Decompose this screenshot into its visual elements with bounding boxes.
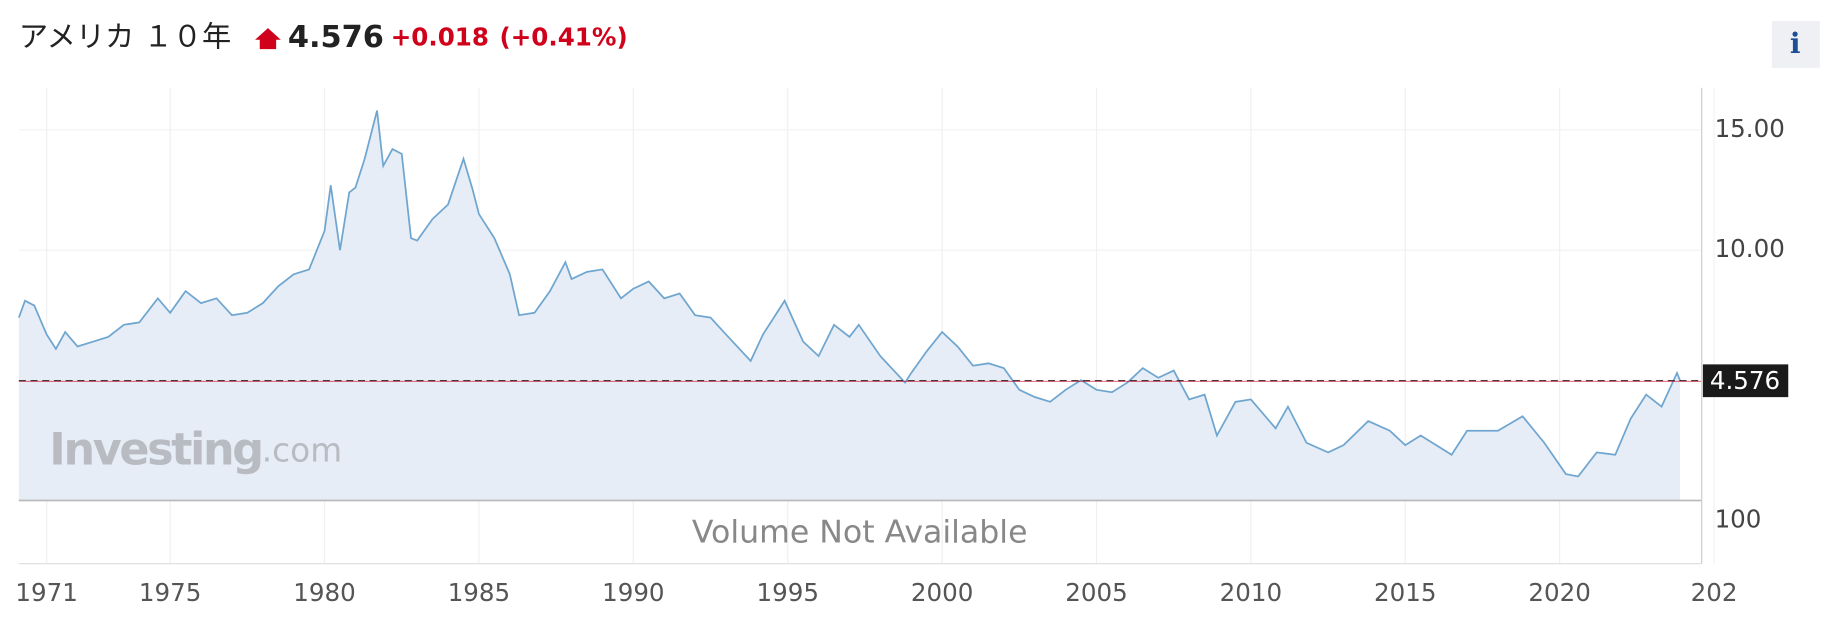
x-tick-label: 2005: [1065, 578, 1127, 607]
line: [18, 110, 1681, 478]
x-tick-label: 1980: [293, 578, 355, 607]
x-tick-label: 1971: [15, 578, 77, 607]
x-tick-label: 202: [1691, 578, 1738, 607]
x-tick-label: 1975: [139, 578, 201, 607]
price: 4.576: [288, 20, 384, 55]
last-price-label: 4.576: [1710, 366, 1780, 395]
watermark-suffix: .com: [262, 432, 342, 470]
info-button[interactable]: [1771, 21, 1820, 68]
up-arrow: [255, 28, 281, 50]
y-tick-label: 10.00: [1715, 234, 1785, 263]
change: +0.018: [391, 23, 489, 52]
area: [18, 110, 1681, 501]
x-tick-label: 1985: [448, 578, 510, 607]
change-pct: (+0.41%): [500, 23, 628, 52]
last-price-box: [1702, 364, 1789, 398]
watermark-main: Investing: [49, 425, 262, 476]
volume-text: Volume Not Available: [692, 514, 1028, 550]
y-tick-label: 15.00: [1715, 114, 1785, 143]
x-tick-label: 1990: [602, 578, 664, 607]
title: アメリカ １０年: [19, 20, 231, 54]
x-tick-label: 2015: [1374, 578, 1436, 607]
plot: [18, 87, 1715, 564]
volume-tick: 100: [1715, 504, 1762, 533]
watermark: Investing.com: [49, 425, 342, 476]
info-icon[interactable]: i: [1790, 27, 1801, 60]
x-tick-label: 2000: [911, 578, 973, 607]
x-tick-label: 2020: [1528, 578, 1590, 607]
x-tick-label: 2010: [1220, 578, 1282, 607]
x-tick-label: 1995: [756, 578, 818, 607]
